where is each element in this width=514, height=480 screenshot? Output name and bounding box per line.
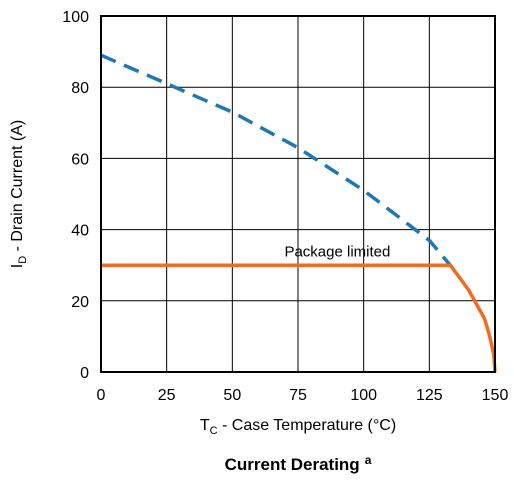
annotation-package-limited: Package limited (284, 244, 390, 261)
x-tick-label: 100 (350, 387, 377, 404)
plot-frame (100, 15, 496, 373)
x-tick-label: 75 (289, 387, 307, 404)
x-tick-label: 0 (97, 387, 106, 404)
y-tick-label: 0 (80, 365, 89, 382)
y-tick-label: 40 (71, 223, 89, 240)
y-tick-label: 60 (71, 151, 89, 168)
y-tick-labels: 0 20 40 60 80 100 (62, 9, 89, 382)
y-axis-label: ID - Drain Current (A) (9, 120, 29, 268)
dashed-series-line (100, 53, 452, 267)
x-axis-label: TC - Case Temperature (°C) (200, 417, 396, 437)
x-tick-label: 50 (223, 387, 241, 404)
x-tick-label: 125 (416, 387, 443, 404)
y-tick-label: 100 (62, 9, 89, 26)
series-group (100, 53, 497, 373)
y-tick-label: 20 (71, 294, 89, 311)
grid (100, 15, 496, 373)
x-tick-label: 25 (158, 387, 176, 404)
chart-title: Current Derating a (225, 453, 372, 474)
x-tick-labels: 0 25 50 75 100 125 150 (97, 387, 509, 404)
x-tick-label: 150 (482, 387, 509, 404)
y-tick-label: 80 (71, 80, 89, 97)
solid-series-line (101, 263, 497, 373)
